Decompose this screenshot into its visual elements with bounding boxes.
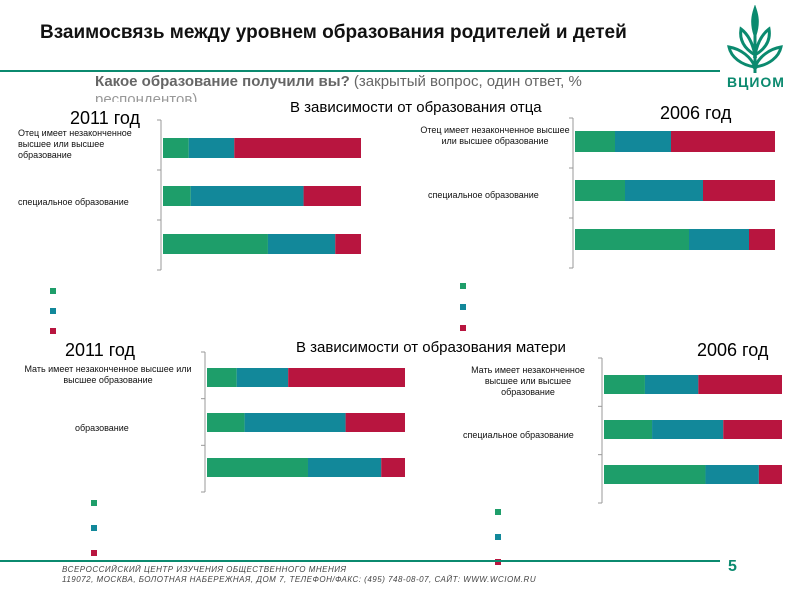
legend-bullet-green — [460, 283, 466, 289]
bar-segment-row1-series1 — [575, 131, 615, 152]
bar-segment-row2-series1 — [604, 420, 653, 439]
page-number: 5 — [728, 558, 737, 575]
legend-bullet-teal — [495, 534, 501, 540]
bar-segment-row3-series1 — [207, 458, 308, 477]
chart4-category-2: специальное образование — [463, 430, 574, 440]
legend-bullet-green — [495, 509, 501, 515]
chart2-category-2: специальное образование — [428, 190, 539, 200]
page-title: Взаимосвязь между уровнем образования ро… — [40, 22, 627, 43]
bar-segment-row2-series1 — [163, 186, 191, 206]
bar-segment-row2-series1 — [575, 180, 625, 201]
chart2-category-1: Отец имеет незаконченное высшее или высш… — [420, 125, 570, 146]
chart-father-2011 — [157, 119, 361, 271]
bar-segment-row2-series3 — [303, 186, 361, 206]
legend-bullet-green — [50, 288, 56, 294]
bar-segment-row2-series2 — [625, 180, 703, 201]
legend-bullet-teal — [460, 304, 466, 310]
legend-bullet-teal — [50, 308, 56, 314]
bar-segment-row2-series1 — [207, 413, 245, 432]
legend-bullet-teal — [91, 525, 97, 531]
chart-father-2006 — [569, 117, 775, 269]
footer-org: ВСЕРОССИЙСКИЙ ЦЕНТР ИЗУЧЕНИЯ ОБЩЕСТВЕННО… — [62, 565, 347, 574]
bar-segment-row3-series3 — [758, 465, 782, 484]
bar-segment-row2-series3 — [345, 413, 405, 432]
chart3-year-label: 2011 год — [65, 340, 135, 360]
bar-segment-row2-series2 — [244, 413, 346, 432]
question-note-continued: респондентов) — [95, 92, 198, 102]
chart4-category-1: Мать имеет незаконченное высшее или высш… — [471, 365, 585, 397]
logo-text: ВЦИОМ — [727, 74, 785, 90]
bar-segment-row3-series2 — [705, 465, 759, 484]
header-divider — [0, 70, 720, 72]
footer-contacts: 119072, МОСКВА, БОЛОТНАЯ НАБЕРЕЖНАЯ, ДОМ… — [62, 575, 537, 584]
bar-segment-row1-series2 — [644, 375, 699, 394]
legend-bullet-crimson — [91, 550, 97, 556]
chart2-year-label: 2006 год — [660, 103, 732, 123]
legend-bullet-green — [91, 500, 97, 506]
tree-logo-icon — [727, 5, 783, 73]
chart1-category-1: Отец имеет незаконченное высшее или высш… — [18, 128, 132, 160]
bar-segment-row2-series2 — [652, 420, 724, 439]
legend-bullet-crimson — [50, 328, 56, 334]
bar-segment-row2-series2 — [190, 186, 304, 206]
bar-segment-row1-series2 — [188, 138, 235, 158]
bar-segment-row3-series3 — [381, 458, 405, 477]
bar-segment-row1-series3 — [671, 131, 775, 152]
bar-segment-row3-series1 — [575, 229, 689, 250]
bar-segment-row3-series3 — [335, 234, 361, 254]
footer-address: ВСЕРОССИЙСКИЙ ЦЕНТР ИЗУЧЕНИЯ ОБЩЕСТВЕННО… — [62, 565, 536, 585]
chart-mother-2006 — [598, 357, 782, 504]
bar-segment-row3-series3 — [749, 229, 775, 250]
bar-segment-row3-series1 — [604, 465, 706, 484]
bar-segment-row2-series3 — [723, 420, 782, 439]
bar-segment-row3-series1 — [163, 234, 268, 254]
bar-segment-row3-series2 — [689, 229, 749, 250]
chart1-category-2: специальное образование — [18, 197, 129, 207]
bar-segment-row1-series3 — [234, 138, 361, 158]
question-note: (закрытый вопрос, один ответ, % — [353, 73, 582, 90]
chart3-category-1: Мать имеет незаконченное высшее или высш… — [24, 364, 192, 385]
bar-segment-row1-series1 — [604, 375, 645, 394]
chart3-category-2: образование — [75, 423, 129, 433]
legend-bullet-crimson — [460, 325, 466, 331]
bar-segment-row3-series2 — [267, 234, 336, 254]
bar-segment-row1-series1 — [207, 368, 237, 387]
chart4-year-label: 2006 год — [697, 340, 769, 360]
bar-segment-row2-series3 — [703, 180, 775, 201]
section-father-label: В зависимости от образования отца — [290, 99, 542, 116]
bar-segment-row1-series1 — [163, 138, 189, 158]
question-subtitle: Какое образование получили вы? (закрытый… — [95, 72, 715, 91]
chart-mother-2011 — [201, 351, 405, 493]
bar-segment-row1-series2 — [236, 368, 289, 387]
section-mother-label: В зависимости от образования матери — [296, 339, 566, 356]
legend-bullet-crimson — [495, 559, 501, 565]
bar-segment-row1-series2 — [615, 131, 671, 152]
bar-segment-row1-series3 — [698, 375, 782, 394]
bar-segment-row3-series2 — [307, 458, 382, 477]
bar-segment-row1-series3 — [288, 368, 405, 387]
chart1-year-label: 2011 год — [70, 108, 140, 128]
footer-divider — [0, 560, 720, 562]
question-text: Какое образование получили вы? — [95, 73, 350, 90]
